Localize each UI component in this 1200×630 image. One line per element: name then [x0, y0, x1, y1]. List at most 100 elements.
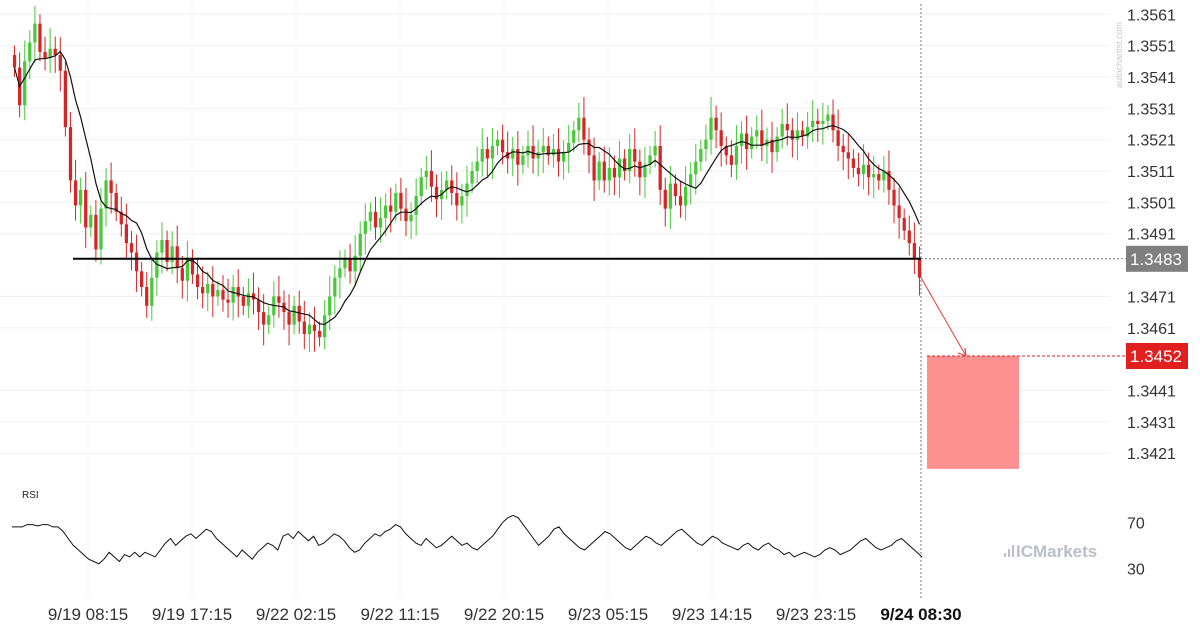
candle-body	[201, 287, 205, 294]
y-tick-label: 1.3421	[1127, 446, 1176, 463]
candle-body	[485, 149, 489, 159]
candle-body	[460, 196, 464, 206]
candle-body	[170, 246, 174, 262]
y-tick-label: 1.3511	[1127, 164, 1175, 181]
candle-body	[592, 155, 596, 181]
y-tick-label: 1.3551	[1127, 39, 1176, 56]
candle-body	[343, 258, 347, 269]
x-tick-label: 9/23 23:15	[776, 605, 856, 624]
candle-body	[800, 130, 805, 137]
candle-body	[856, 167, 861, 175]
forecast-arrow-head	[957, 347, 967, 357]
candle-body	[602, 161, 606, 181]
candle-body	[836, 130, 840, 146]
x-tick-label: 9/23 14:15	[672, 605, 752, 624]
brand-name: ICMarkets	[1016, 542, 1097, 561]
candle-body	[622, 158, 627, 172]
rsi-series-line	[12, 514, 923, 565]
y-tick-label: 1.3531	[1127, 101, 1176, 118]
candle-body	[521, 155, 525, 165]
candle-body	[190, 258, 195, 275]
brand-bar-icon	[1004, 553, 1006, 557]
candle-body	[546, 145, 550, 156]
y-tick-label: 1.3561	[1127, 7, 1176, 24]
candle-body	[140, 271, 144, 288]
candle-body	[394, 192, 398, 212]
candle-body	[231, 287, 235, 303]
candle-body	[38, 23, 42, 52]
candle-body	[353, 255, 357, 272]
candle-body	[307, 324, 312, 335]
candle-body	[841, 145, 845, 153]
candle-body	[287, 312, 291, 325]
candle-body	[607, 167, 611, 181]
candle-body	[902, 218, 906, 231]
chart-grid	[0, 0, 1110, 598]
rsi-axis: 70 30	[1127, 515, 1145, 578]
candle-body	[419, 177, 423, 197]
candle-body	[363, 221, 367, 234]
candle-body	[917, 258, 922, 278]
candle-body	[694, 161, 698, 175]
candle-body	[409, 214, 413, 222]
candle-body	[373, 211, 378, 228]
brand-logo: ICMarkets	[1004, 542, 1097, 561]
candle-body	[236, 287, 240, 297]
y-tick-label: 1.3431	[1127, 415, 1176, 432]
candle-body	[500, 139, 505, 153]
candle-body	[536, 152, 540, 159]
candle-body	[211, 283, 215, 297]
x-tick-label: 9/22 02:15	[256, 605, 336, 624]
candle-body	[368, 211, 373, 222]
candle-body	[297, 305, 301, 322]
candle-body	[63, 70, 68, 128]
candle-body	[790, 130, 794, 140]
candle-body	[750, 136, 754, 150]
candle-body	[119, 211, 123, 225]
candle-body	[262, 312, 266, 325]
candle-body	[811, 120, 815, 128]
candle-body	[821, 120, 825, 124]
candle-body	[516, 149, 520, 165]
candle-body	[526, 145, 530, 156]
candle-body	[206, 283, 210, 294]
candle-body	[663, 189, 667, 209]
candle-body	[277, 296, 281, 303]
candle-body	[384, 205, 388, 219]
candle-body	[73, 180, 78, 206]
candle-body	[831, 114, 835, 131]
candle-body	[638, 161, 642, 178]
candle-body	[572, 130, 576, 143]
candle-body	[877, 174, 881, 181]
candle-body	[150, 277, 154, 306]
y-tick-label: 1.3491	[1127, 227, 1176, 244]
candle-body	[805, 127, 810, 137]
candle-body	[94, 214, 98, 250]
candle-body	[480, 149, 484, 162]
target-price-tag-text: 1.3452	[1130, 347, 1182, 366]
candle-body	[155, 252, 159, 278]
candle-body	[846, 152, 850, 159]
candle-body	[399, 192, 403, 209]
candle-body	[99, 208, 103, 250]
candle-body	[292, 305, 296, 325]
brand-bar-icon	[1012, 545, 1014, 557]
rsi-label: RSI	[22, 490, 39, 501]
candle-body	[104, 180, 108, 209]
candle-body	[658, 145, 662, 190]
candle-body	[89, 214, 93, 228]
candle-body	[704, 139, 708, 150]
candle-body	[872, 174, 876, 178]
candle-body	[826, 114, 830, 121]
y-tick-label: 1.3501	[1127, 195, 1176, 212]
candle-body	[79, 189, 83, 206]
candle-body	[246, 293, 251, 306]
y-tick-label: 1.3541	[1127, 70, 1176, 87]
candle-body	[124, 224, 129, 244]
candle-body	[389, 205, 393, 212]
candle-body	[709, 117, 713, 140]
candle-body	[114, 192, 118, 212]
candle-body	[134, 252, 139, 272]
candle-body	[760, 130, 764, 146]
